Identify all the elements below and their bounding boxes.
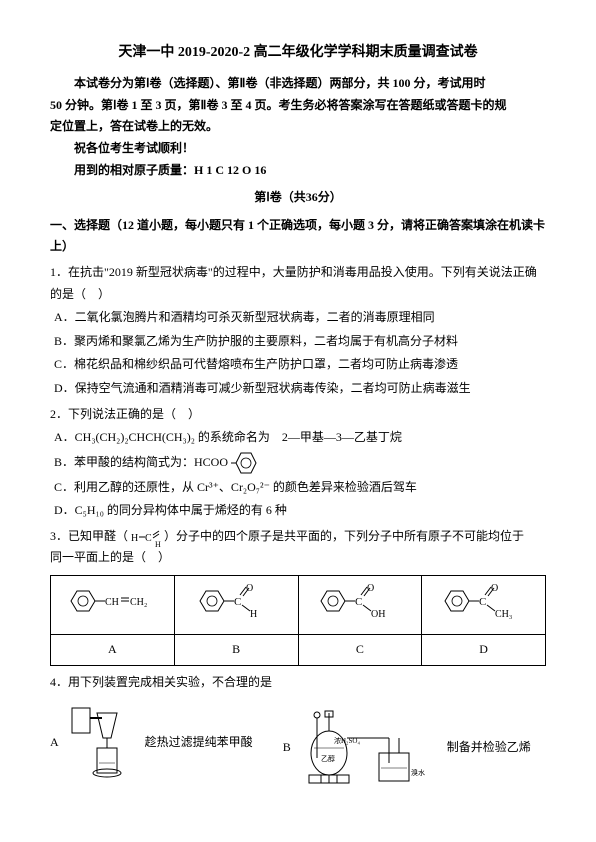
svg-text:C: C bbox=[479, 596, 486, 608]
q1-option-b: B．聚丙烯和聚氯乙烯为生产防护服的主要原料，二者均属于有机高分子材料 bbox=[54, 331, 546, 353]
q3-stem-line2: 同一平面上的是（ ） bbox=[50, 547, 546, 569]
svg-text:H: H bbox=[250, 609, 257, 620]
ethylene-apparatus-icon: 浓H₂SO₄ 乙醇 溴水 bbox=[299, 703, 439, 793]
ethanol-label: 乙醇 bbox=[321, 754, 335, 763]
acetophenone-icon: C O CH₃ bbox=[441, 581, 526, 621]
header-line-3: 定位置上，答在试卷上的无效。 bbox=[50, 116, 546, 138]
svg-text:C: C bbox=[234, 596, 241, 608]
q3-stem: 3．已知甲醛（ H C H ）分子中的四个原子是共平面的，下列分子中所有原子不可… bbox=[50, 526, 546, 548]
q2-option-c: C．利用乙醇的还原性，从 Cr³⁺、Cr₂O₇²⁻ 的颜色差异来检验酒后驾车 bbox=[54, 477, 546, 499]
question-3: 3．已知甲醛（ H C H ）分子中的四个原子是共平面的，下列分子中所有原子不可… bbox=[50, 526, 546, 569]
atomic-masses: 用到的相对原子质量：H 1 C 12 O 16 bbox=[50, 160, 546, 182]
apparatus-row: A 趁热过滤提纯苯甲酸 B 浓H₂SO₄ 乙醇 bbox=[50, 703, 546, 793]
question-1: 1．在抗击"2019 新型冠状病毒"的过程中，大量防护和消毒用品投入使用。下列有… bbox=[50, 262, 546, 400]
svg-text:C: C bbox=[145, 533, 152, 544]
wish-text: 祝各位考生考试顺利！ bbox=[50, 138, 546, 160]
structure-a-cell: CH CH₂ bbox=[51, 576, 175, 635]
q1-option-c: C．棉花织品和棉纱织品可代替熔喷布生产防护口罩，二者均可防止病毒渗透 bbox=[54, 354, 546, 376]
structure-d-cell: C O CH₃ bbox=[422, 576, 546, 635]
svg-text:O: O bbox=[246, 583, 253, 594]
q2-option-a: A．CH₃(CH₂)₂CHCH(CH₃)₂ 的系统命名为 2—甲基—3—乙基丁烷 bbox=[54, 427, 546, 449]
benzoic-acid-icon: C O OH bbox=[317, 581, 402, 621]
table-label-d: D bbox=[422, 635, 546, 666]
benzaldehyde-icon: C O H bbox=[196, 581, 276, 621]
header-line-2: 50 分钟。第Ⅰ卷 1 至 3 页，第Ⅱ卷 3 至 4 页。考生务必将答案涂写在… bbox=[50, 95, 546, 117]
apparatus-b-text: 制备并检验乙烯 bbox=[447, 737, 531, 759]
structure-b-cell: C O H bbox=[174, 576, 298, 635]
q1-option-a: A．二氧化氯泡腾片和酒精均可杀灭新型冠状病毒，二者的消毒原理相同 bbox=[54, 307, 546, 329]
benzene-ring-icon bbox=[231, 451, 261, 475]
header-line-1: 本试卷分为第Ⅰ卷（选择题）、第Ⅱ卷（非选择题）两部分，共 100 分，考试用时 bbox=[50, 73, 546, 95]
q2-stem: 2．下列说法正确的是（ ） bbox=[50, 404, 546, 426]
svg-text:H: H bbox=[131, 533, 138, 544]
svg-text:C: C bbox=[355, 596, 362, 608]
structure-c-cell: C O OH bbox=[298, 576, 422, 635]
svg-text:CH: CH bbox=[105, 597, 119, 608]
svg-text:H: H bbox=[155, 540, 161, 547]
table-label-b: B bbox=[174, 635, 298, 666]
table-label-a: A bbox=[51, 635, 175, 666]
apparatus-a: A 趁热过滤提纯苯甲酸 bbox=[50, 703, 253, 783]
part1-heading: 第Ⅰ卷（共36分） bbox=[50, 187, 546, 209]
svg-text:OH: OH bbox=[371, 609, 385, 620]
structure-table: CH CH₂ C O H bbox=[50, 575, 546, 666]
styrene-icon: CH CH₂ bbox=[67, 581, 157, 621]
apparatus-b: B 浓H₂SO₄ 乙醇 溴水 制备并检验乙烯 bbox=[283, 703, 531, 793]
q2-option-d: D．C₅H₁₀ 的同分异构体中属于烯烃的有 6 种 bbox=[54, 500, 546, 522]
svg-text:O: O bbox=[367, 583, 374, 594]
question-4: 4．用下列装置完成相关实验，不合理的是 bbox=[50, 672, 546, 694]
table-label-c: C bbox=[298, 635, 422, 666]
apparatus-a-text: 趁热过滤提纯苯甲酸 bbox=[145, 732, 253, 754]
q3-stem-prefix: 3．已知甲醛（ bbox=[50, 529, 128, 543]
filtration-apparatus-icon bbox=[67, 703, 137, 783]
q2-optb-text: B．苯甲酸的结构简式为：HCOO bbox=[54, 454, 228, 468]
svg-text:CH₃: CH₃ bbox=[495, 609, 512, 620]
exam-title: 天津一中 2019-2020-2 高二年级化学学科期末质量调查试卷 bbox=[50, 40, 546, 65]
svg-text:O: O bbox=[491, 583, 498, 594]
apparatus-b-label: B bbox=[283, 737, 291, 759]
formaldehyde-icon: H C H bbox=[131, 527, 161, 547]
q3-stem-suffix: ）分子中的四个原子是共平面的，下列分子中所有原子不可能均位于 bbox=[164, 529, 524, 543]
question-type-instruction: 一、选择题（12 道小题，每小题只有 1 个正确选项，每小题 3 分，请将正确答… bbox=[50, 215, 546, 258]
h2so4-label: 浓H₂SO₄ bbox=[334, 736, 360, 745]
question-2: 2．下列说法正确的是（ ） A．CH₃(CH₂)₂CHCH(CH₃)₂ 的系统命… bbox=[50, 404, 546, 522]
svg-text:CH₂: CH₂ bbox=[130, 597, 147, 608]
q1-stem: 1．在抗击"2019 新型冠状病毒"的过程中，大量防护和消毒用品投入使用。下列有… bbox=[50, 262, 546, 305]
q4-stem: 4．用下列装置完成相关实验，不合理的是 bbox=[50, 672, 546, 694]
bromine-water-label: 溴水 bbox=[411, 768, 425, 777]
q2-option-b: B．苯甲酸的结构简式为：HCOO bbox=[54, 451, 546, 475]
apparatus-a-label: A bbox=[50, 732, 59, 754]
q1-option-d: D．保持空气流通和酒精消毒可减少新型冠状病毒传染，二者均可防止病毒滋生 bbox=[54, 378, 546, 400]
